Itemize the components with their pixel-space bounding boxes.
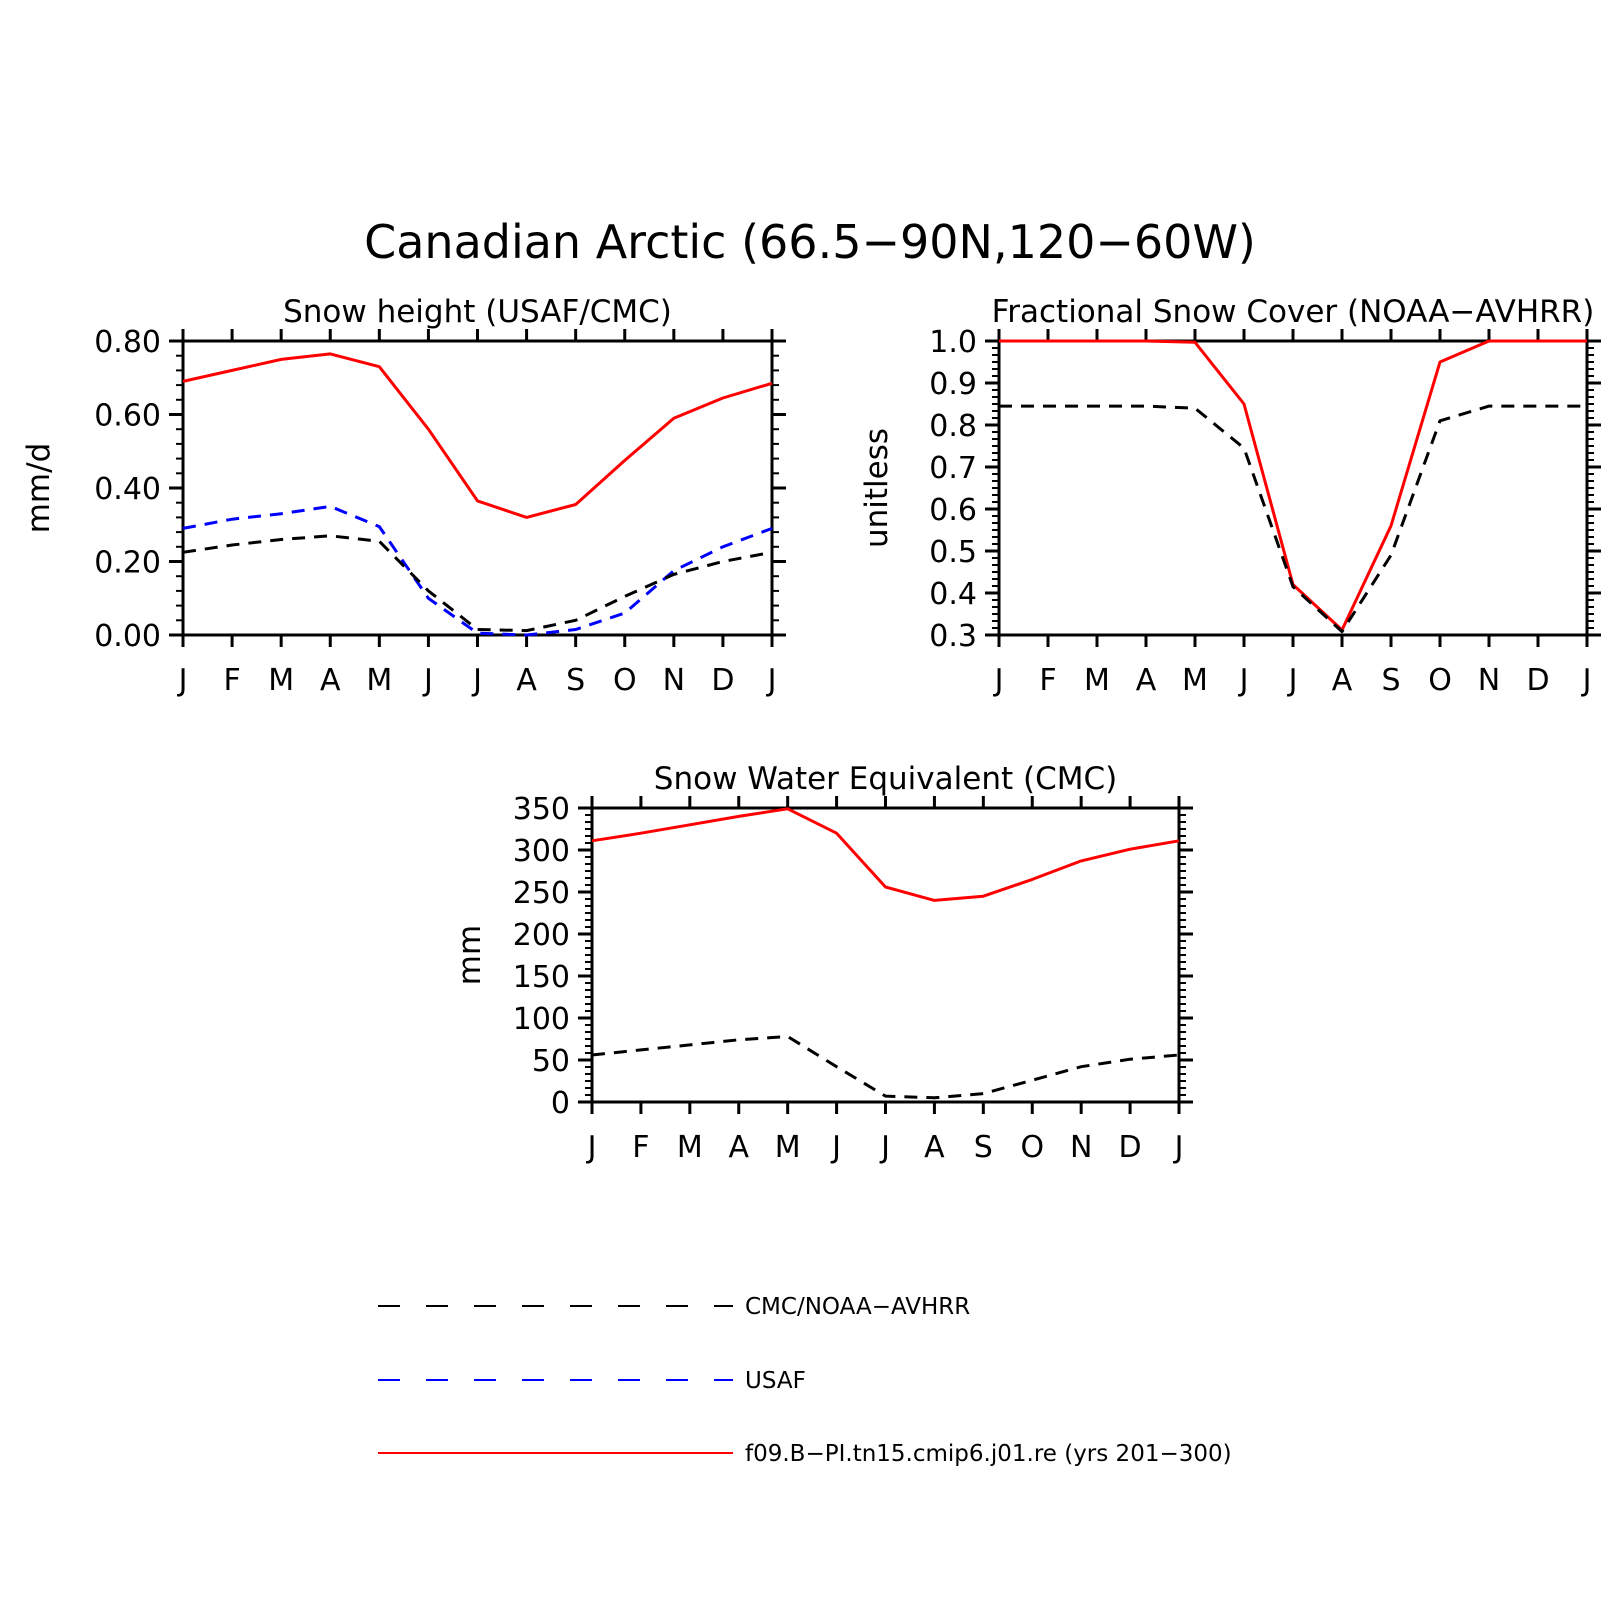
snow-height-x-tick-label: J (766, 663, 777, 698)
snow-water-equivalent-panel-title: Snow Water Equivalent (CMC) (654, 761, 1117, 797)
fractional-snow-cover-y-axis-label: unitless (859, 428, 895, 548)
snow-height-x-tick-label: F (223, 663, 240, 698)
legend-label-model: f09.B−PI.tn15.cmip6.j01.re (yrs 201−300) (745, 1441, 1232, 1467)
fractional-snow-cover-y-tick-label: 0.3 (929, 619, 977, 654)
snow-water-equivalent-y-tick-label: 200 (513, 918, 570, 953)
snow-water-equivalent-x-tick-label: J (830, 1130, 841, 1165)
snow-water-equivalent-x-tick-label: D (1119, 1130, 1142, 1165)
fractional-snow-cover-y-tick-label: 0.7 (929, 451, 977, 486)
legend-label-usaf: USAF (745, 1368, 806, 1394)
snow-water-equivalent-y-tick-label: 300 (513, 834, 570, 869)
fractional-snow-cover-panel-title: Fractional Snow Cover (NOAA−AVHRR) (992, 294, 1595, 330)
snow-water-equivalent-x-tick-label: A (728, 1130, 749, 1165)
fractional-snow-cover-x-tick-label: J (1287, 663, 1298, 698)
snow-height-x-tick-label: D (711, 663, 734, 698)
snow-height-x-tick-label: J (177, 663, 188, 698)
snow-water-equivalent-y-tick-label: 250 (513, 876, 570, 911)
snow-height-x-tick-label: O (613, 663, 637, 698)
legend-label-cmc: CMC/NOAA−AVHRR (745, 1294, 970, 1320)
legend-item-cmc: CMC/NOAA−AVHRR (378, 1294, 970, 1320)
snow-height-x-tick-label: A (320, 663, 341, 698)
snow-water-equivalent-x-tick-label: M (677, 1130, 703, 1165)
snow-water-equivalent-series-line-0 (591, 807, 1180, 902)
fractional-snow-cover-x-tick-label: M (1084, 663, 1110, 698)
snow-height-x-tick-label: N (663, 663, 685, 698)
fractional-snow-cover-x-tick-label: S (1381, 663, 1400, 698)
snow-height-plot-frame (181, 339, 774, 637)
fractional-snow-cover-x-tick-label: J (1581, 663, 1592, 698)
snow-height-y-tick-label: 0.40 (94, 472, 161, 507)
fractional-snow-cover-x-tick-label: O (1428, 663, 1452, 698)
snow-water-equivalent-x-tick-label: J (586, 1130, 597, 1165)
snow-height-y-tick-label: 0.00 (94, 619, 161, 654)
snow-water-equivalent-plot-frame (590, 806, 1181, 1104)
fractional-snow-cover-x-tick-label: M (1182, 663, 1208, 698)
snow-water-equivalent-y-tick-label: 0 (551, 1086, 570, 1121)
snow-height-y-tick-label: 0.20 (94, 546, 161, 581)
fractional-snow-cover-y-tick-label: 1.0 (929, 325, 977, 360)
fractional-snow-cover-x-tick-label: A (1136, 663, 1157, 698)
snow-water-equivalent-x-tick-label: A (924, 1130, 945, 1165)
snow-height-x-tick-label: A (516, 663, 537, 698)
snow-water-equivalent-series-line-1 (591, 1035, 1180, 1100)
fractional-snow-cover-y-tick-label: 0.8 (929, 409, 977, 444)
fractional-snow-cover-panel: Fractional Snow Cover (NOAA−AVHRR) unitl… (859, 294, 1601, 698)
fractional-snow-cover-series-line-1 (999, 404, 1587, 634)
snow-water-equivalent-x-tick-label: M (775, 1130, 801, 1165)
snow-height-y-axis-label: mm/d (21, 443, 57, 534)
fractional-snow-cover-y-tick-label: 0.9 (929, 367, 977, 402)
snow-water-equivalent-y-axis-label: mm (452, 925, 488, 985)
snow-height-series-line-2 (182, 534, 773, 633)
snow-water-equivalent-y-tick-label: 50 (532, 1044, 570, 1079)
fractional-snow-cover-x-tick-label: N (1478, 663, 1500, 698)
fractional-snow-cover-y-tick-label: 0.4 (929, 577, 977, 612)
snow-water-equivalent-y-tick-label: 100 (513, 1002, 570, 1037)
figure-title: Canadian Arctic (66.5−90N,120−60W) (364, 215, 1256, 269)
fractional-snow-cover-y-tick-label: 0.5 (929, 535, 977, 570)
snow-height-panel-title: Snow height (USAF/CMC) (283, 294, 672, 330)
fractional-snow-cover-y-tick-label: 0.6 (929, 493, 977, 528)
fractional-snow-cover-x-tick-label: F (1039, 663, 1056, 698)
snow-water-equivalent-x-tick-label: J (879, 1130, 890, 1165)
fractional-snow-cover-x-tick-label: J (1238, 663, 1249, 698)
snow-water-equivalent-x-tick-label: S (974, 1130, 993, 1165)
snow-water-equivalent-x-tick-label: J (1173, 1130, 1184, 1165)
snow-water-equivalent-x-tick-label: N (1070, 1130, 1092, 1165)
snow-height-y-tick-label: 0.60 (94, 399, 161, 434)
fractional-snow-cover-x-tick-label: D (1526, 663, 1549, 698)
snow-height-series-line-1 (182, 504, 773, 637)
legend-item-usaf: USAF (378, 1368, 806, 1394)
snow-water-equivalent-x-tick-label: F (632, 1130, 649, 1165)
legend: CMC/NOAA−AVHRR USAF f09.B−PI.tn15.cmip6.… (378, 1294, 1232, 1467)
fractional-snow-cover-plot-frame (997, 339, 1589, 637)
fractional-snow-cover-x-tick-label: A (1332, 663, 1353, 698)
snow-water-equivalent-y-tick-label: 350 (513, 792, 570, 827)
snow-height-x-tick-label: J (471, 663, 482, 698)
legend-item-model: f09.B−PI.tn15.cmip6.j01.re (yrs 201−300) (378, 1441, 1232, 1467)
snow-height-series-line-0 (182, 352, 773, 519)
snow-height-x-tick-label: S (566, 663, 585, 698)
snow-water-equivalent-x-tick-label: O (1020, 1130, 1044, 1165)
snow-height-x-tick-label: J (422, 663, 433, 698)
snow-height-x-tick-label: M (268, 663, 294, 698)
snow-water-equivalent-y-tick-label: 150 (513, 960, 570, 995)
snow-height-x-tick-label: M (366, 663, 392, 698)
fractional-snow-cover-x-tick-label: J (993, 663, 1004, 698)
snow-height-y-tick-label: 0.80 (94, 325, 161, 360)
